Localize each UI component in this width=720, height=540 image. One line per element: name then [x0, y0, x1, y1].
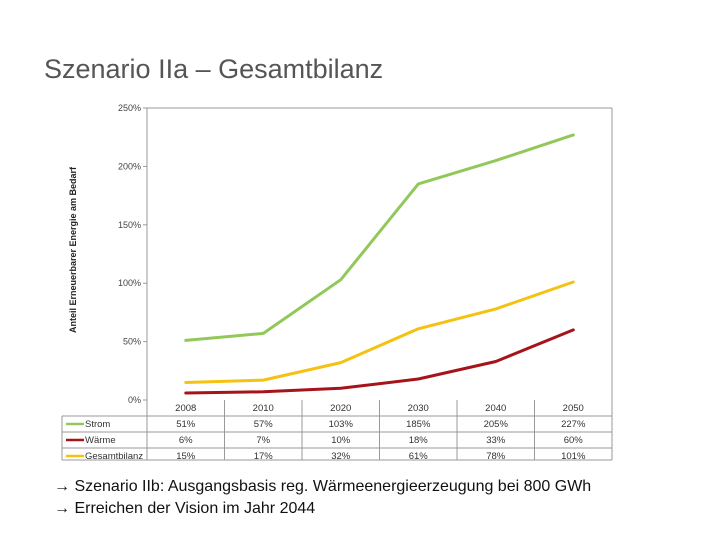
data-label: 185% — [406, 419, 431, 430]
data-label: 7% — [256, 435, 270, 446]
x-tick-label: 2010 — [253, 403, 274, 414]
y-tick-label: 50% — [123, 337, 141, 347]
data-label: 103% — [329, 419, 354, 430]
data-label: 60% — [564, 435, 584, 446]
data-label: 57% — [254, 419, 274, 430]
line-chart: 0% 50% 100% 150% 200% 250% Anteil Erneuerbarer… — [61, 103, 613, 462]
data-label: 6% — [179, 435, 193, 446]
chart-frame — [146, 107, 613, 400]
y-tick-label: 100% — [118, 278, 141, 288]
x-tick-label: 2050 — [563, 403, 584, 414]
data-label: 33% — [486, 435, 506, 446]
data-label: 101% — [561, 451, 586, 462]
series-line-wärme — [184, 328, 575, 395]
x-tick-label: 2040 — [485, 403, 506, 414]
notes: → Szenario IIb: Ausgangsbasis reg. Wärme… — [54, 476, 591, 520]
note-line-2: → Erreichen der Vision im Jahr 2044 — [54, 500, 316, 517]
y-tick-label: 0% — [128, 395, 141, 405]
series-lines — [184, 133, 575, 395]
data-label: 10% — [331, 435, 351, 446]
y-tick-label: 150% — [118, 220, 141, 230]
data-label: 61% — [409, 451, 429, 462]
legend-label: Strom — [85, 419, 110, 430]
data-label: 32% — [331, 451, 351, 462]
note-line-1: → Szenario IIb: Ausgangsbasis reg. Wärme… — [54, 478, 592, 495]
data-label: 18% — [409, 435, 429, 446]
y-tick-label: 200% — [118, 161, 141, 171]
data-label: 17% — [254, 451, 274, 462]
series-line-gesamtbilanz — [184, 280, 575, 384]
x-tick-label: 2008 — [175, 403, 196, 414]
y-axis-title: Anteil Erneuerbarer Energie am Bedarf — [68, 166, 78, 333]
legend-label: Gesamtbilanz — [85, 451, 143, 462]
x-tick-label: 2020 — [330, 403, 351, 414]
data-label: 78% — [486, 451, 506, 462]
y-axis: 0% 50% 100% 150% 200% 250% Anteil Erneuerbarer… — [68, 103, 147, 405]
legend-label: Wärme — [85, 435, 116, 446]
y-tick-label: 250% — [118, 103, 141, 113]
data-label: 51% — [176, 419, 196, 430]
data-label: 227% — [561, 419, 586, 430]
slide-title: Szenario IIa – Gesamtbilanz — [44, 54, 384, 84]
data-label: 205% — [484, 419, 509, 430]
data-table: 2008 2010 2020 2030 2040 2050 Strom 51% 57% 103% 1… — [61, 400, 613, 462]
x-tick-label: 2030 — [408, 403, 429, 414]
data-label: 15% — [176, 451, 196, 462]
series-line-strom — [184, 133, 575, 342]
